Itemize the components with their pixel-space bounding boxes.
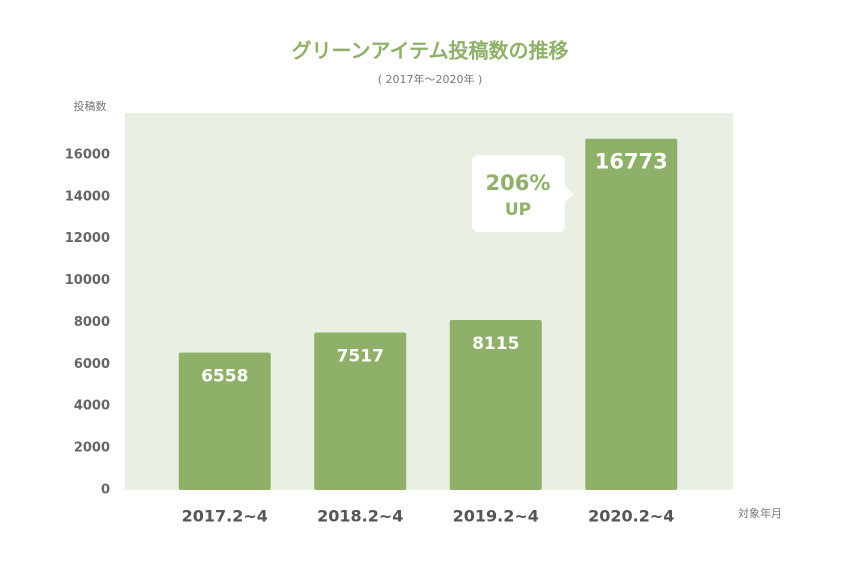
bar [449,320,542,490]
annotation-pointer [565,186,574,202]
bar [585,138,678,490]
bar [178,352,271,490]
value-label: 7517 [337,347,384,367]
x-axis-label: 対象年月 [738,506,782,520]
y-tick-label: 12000 [65,231,110,246]
y-tick-label: 16000 [65,147,110,162]
y-tick-label: 4000 [74,399,110,414]
annotation-text: UP [505,200,531,220]
y-tick-label: 2000 [74,441,110,456]
value-label: 6558 [201,367,248,387]
value-label: 16773 [595,150,668,174]
y-tick-label: 0 [101,483,110,498]
annotation-text: 206% [486,171,551,195]
x-tick-label: 2018.2~4 [317,507,403,526]
x-tick-label: 2019.2~4 [453,507,539,526]
y-axis-label: 投稿数 [74,99,107,113]
annotation-box [472,155,565,232]
y-tick-label: 8000 [74,315,110,330]
annotation: 206% UP [472,155,574,232]
value-label: 8115 [472,334,519,354]
y-tick-label: 10000 [65,273,110,288]
x-tick-label: 2017.2~4 [182,507,268,526]
y-tick-label: 6000 [74,357,110,372]
chart-title: グリーンアイテム投稿数の推移 [292,39,569,63]
bar [314,332,407,490]
y-tick-label: 14000 [65,189,110,204]
chart-subtitle: ( 2017年～2020年 ) [378,72,483,86]
x-tick-label: 2020.2~4 [588,507,674,526]
